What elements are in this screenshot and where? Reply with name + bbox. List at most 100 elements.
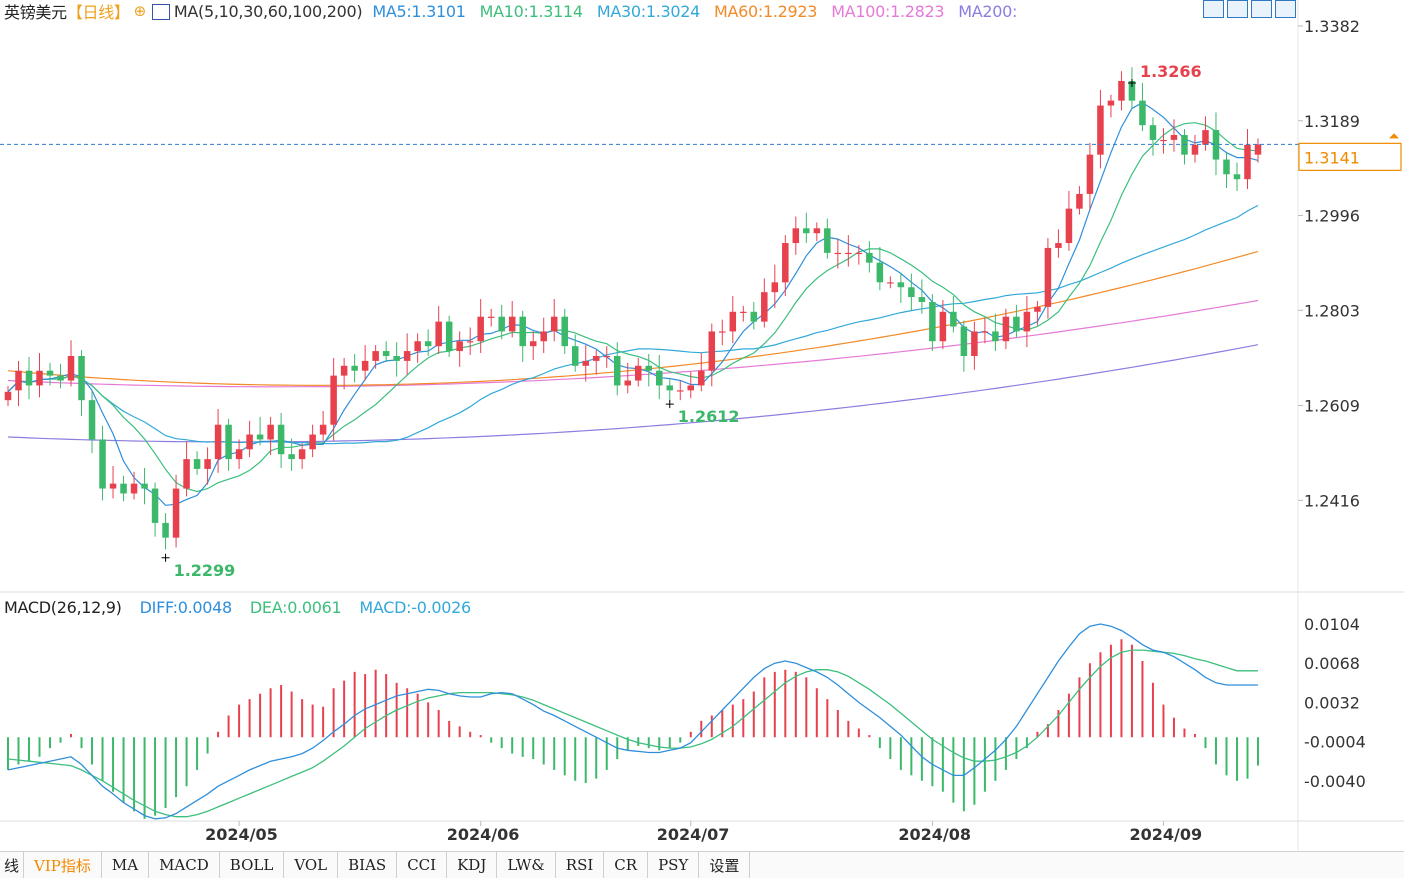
candle-body [592,355,600,361]
candle [477,299,484,354]
date-label: 2024/08 [898,825,971,844]
extreme-label: 1.2299 [174,561,236,580]
candle [971,321,978,370]
candle [466,327,474,355]
candle [214,409,222,473]
candle-body [1118,80,1125,101]
candle [435,305,442,355]
candle-body [1233,174,1241,180]
candle [120,475,127,502]
candle [1202,116,1209,151]
candle [582,345,589,382]
candle [992,313,999,352]
candle-body [1055,243,1062,248]
tab-0[interactable]: 线 [0,852,25,878]
candle [445,315,453,357]
tab-5[interactable]: VOL [284,852,339,878]
dea-line [7,649,1258,818]
candle [141,467,148,505]
tab-1[interactable]: VIP指标 [24,852,102,878]
candle [918,279,926,314]
candle-body [981,331,989,333]
macd-tick-label: -0.0004 [1304,733,1366,752]
candle-body [361,360,369,371]
candle-body [866,252,873,263]
layout-toolbar [1203,0,1296,18]
candle-body [887,282,894,284]
candle-body [498,316,505,332]
diff-value: DIFF:0.0048 [139,597,233,617]
period-label[interactable]: 【日线】 [66,3,130,22]
tab-7[interactable]: CCI [397,852,448,878]
candle-body [939,311,947,342]
candle-body [1034,306,1041,312]
candle-body [656,370,663,386]
candle [288,438,295,471]
candle-body [1202,130,1209,145]
candle-body [1002,316,1010,342]
ma-settings-icon[interactable] [151,4,170,20]
candle [540,317,547,354]
tab-9[interactable]: LW& [497,852,556,878]
candle [939,300,947,350]
candle [908,273,915,311]
layout-icon-2[interactable] [1227,0,1248,18]
candle-body [813,228,821,234]
candle [719,319,726,346]
candle-body [351,365,358,371]
candle-body [162,522,169,538]
tab-13[interactable]: 设置 [699,852,751,878]
candle-body [677,390,684,392]
candle-body [235,449,243,460]
candle-body [729,311,737,332]
candle-body [456,341,463,352]
tab-2[interactable]: MA [102,852,150,878]
candle-body [1244,144,1251,180]
tab-8[interactable]: KDJ [447,852,498,878]
candle-body [477,316,484,342]
candle [876,246,884,291]
candle [550,299,558,342]
candle [855,245,863,265]
candle [771,264,779,308]
layout-icon-1[interactable] [1203,0,1224,18]
tab-11[interactable]: CR [604,852,649,878]
candle-body [1107,100,1115,106]
candle [897,272,905,303]
layout-icon-3[interactable] [1251,0,1272,18]
candle-body [708,331,716,371]
candle-body [1076,193,1083,209]
candle [4,385,12,407]
candle-body [1149,125,1157,140]
price-tick-label: 1.2803 [1304,301,1360,320]
candle-body [298,449,306,460]
candle-body [466,341,474,343]
candle-body [277,424,285,455]
candle [729,296,737,344]
candle-body [141,483,148,489]
tab-12[interactable]: PSY [648,852,700,878]
candle [634,357,642,387]
extreme-marker [665,400,674,409]
candle-body [918,297,926,302]
candle-body [950,311,957,327]
tab-4[interactable]: BOLL [220,852,285,878]
tab-10[interactable]: RSI [556,852,605,878]
candle [277,412,285,468]
candle [393,342,400,377]
candle-body [834,252,842,255]
zoom-in-icon[interactable]: ⊕ [133,2,147,20]
candle [561,308,568,355]
tab-6[interactable]: BIAS [338,852,398,878]
candle [1118,71,1125,111]
candle [1160,128,1167,154]
candle-body [960,326,968,356]
tab-3[interactable]: MACD [149,852,220,878]
candle [340,357,348,390]
indicator-tabs: 线 VIP指标 MA MACD BOLL VOL BIAS CCI KDJ LW& RSI CR PSY… [0,851,1404,878]
candle-body [256,434,264,440]
candle [361,345,369,381]
candle-body [246,434,253,450]
layout-icon-4[interactable] [1275,0,1296,18]
